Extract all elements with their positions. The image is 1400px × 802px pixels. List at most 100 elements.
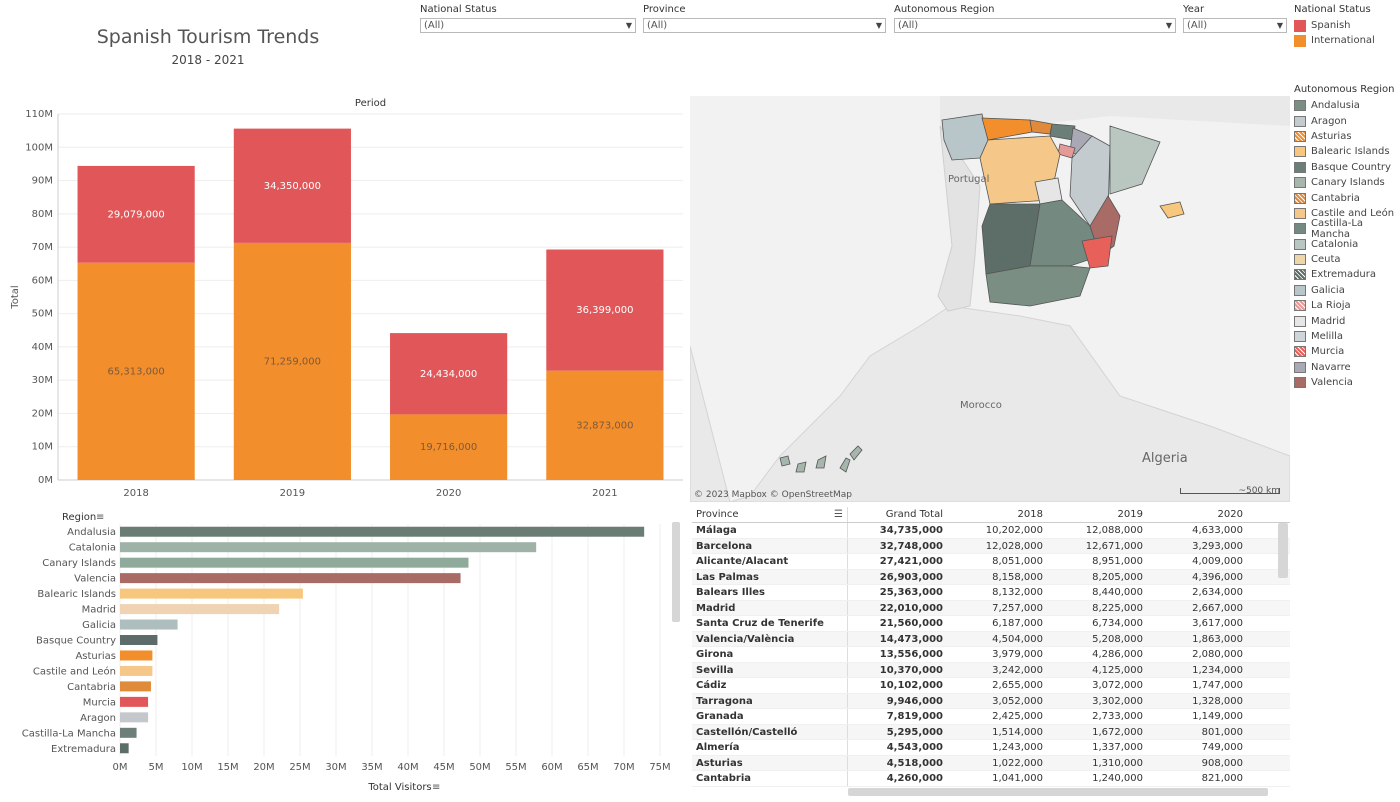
region-bar-valencia[interactable] <box>120 573 461 584</box>
legend-item-extremadura[interactable]: Extremadura <box>1294 267 1400 282</box>
legend-item-valencia[interactable]: Valencia <box>1294 375 1400 390</box>
x-tick-label: 75M <box>649 762 670 773</box>
table-row[interactable]: Málaga 34,735,000 10,202,000 12,088,000 4,63… <box>692 523 1290 539</box>
legend-item-international[interactable]: International <box>1294 33 1375 48</box>
table-row[interactable]: Barcelona 32,748,000 12,028,000 12,671,000 3… <box>692 538 1290 554</box>
region-bar-aragon[interactable] <box>120 712 149 723</box>
legend-swatch <box>1294 34 1306 47</box>
region-bar-castile-and-le-n[interactable] <box>120 665 153 676</box>
region-bar-basque-country[interactable] <box>120 635 158 645</box>
region-canary-islands[interactable] <box>849 445 863 461</box>
table-row[interactable]: Cádiz 10,102,000 2,655,000 3,072,000 1,747,0… <box>692 678 1290 694</box>
legend-item-ceuta[interactable]: Ceuta <box>1294 252 1400 267</box>
legend-item-asturias[interactable]: Asturias <box>1294 129 1400 144</box>
sort-icon[interactable]: ≡ <box>96 512 104 523</box>
national-status-dropdown[interactable]: (All) ▼ <box>420 18 636 33</box>
table-row[interactable]: Almería 4,543,000 1,243,000 1,337,000 749,00… <box>692 740 1290 756</box>
year-dropdown[interactable]: (All) ▼ <box>1183 18 1287 33</box>
region-bar-asturias[interactable] <box>120 650 153 661</box>
legend-item-melilla[interactable]: Melilla <box>1294 329 1400 344</box>
legend-item-castilla-la-mancha[interactable]: Castilla-La Mancha <box>1294 218 1400 240</box>
region-basque-country[interactable] <box>1049 123 1076 141</box>
value-cell: 4,633,000 <box>1192 525 1243 536</box>
region-chart-scrollbar[interactable] <box>672 522 680 622</box>
sort-icon[interactable]: ☰ <box>834 509 843 520</box>
column-header-province[interactable]: Province ☰ <box>692 507 847 522</box>
legend-label: Castile and León <box>1311 207 1395 219</box>
column-header-2020[interactable]: 2020 <box>1217 509 1243 520</box>
legend-item-madrid[interactable]: Madrid <box>1294 313 1400 328</box>
table-vertical-scrollbar[interactable] <box>1278 523 1288 578</box>
region-andalusia[interactable] <box>985 265 1091 307</box>
region-balearic-islands[interactable] <box>1159 201 1185 219</box>
table-row[interactable]: Tarragona 9,946,000 3,052,000 3,302,000 1,32… <box>692 693 1290 709</box>
legend-item-andalusia[interactable]: Andalusia <box>1294 98 1400 113</box>
region-bar-andalusia[interactable] <box>120 526 645 537</box>
region-bar-castilla-la-mancha[interactable] <box>120 727 137 738</box>
region-galicia[interactable] <box>941 113 989 161</box>
bar-segment-international-2021[interactable] <box>546 370 664 480</box>
region-bar-galicia[interactable] <box>120 619 178 630</box>
legend-item-balearic-islands[interactable]: Balearic Islands <box>1294 144 1400 159</box>
legend-item-basque-country[interactable]: Basque Country <box>1294 160 1400 175</box>
legend-item-murcia[interactable]: Murcia <box>1294 344 1400 359</box>
table-row[interactable]: Santa Cruz de Tenerife 21,560,000 6,187,00… <box>692 616 1290 632</box>
province-dropdown[interactable]: (All) ▼ <box>643 18 886 33</box>
region-madrid[interactable] <box>1034 177 1063 205</box>
legend-item-castile-and-le-n[interactable]: Castile and León <box>1294 206 1400 221</box>
value-cell: 3,293,000 <box>1192 540 1243 552</box>
table-row[interactable]: Castellón/Castelló 5,295,000 1,514,000 1,67… <box>692 724 1290 740</box>
bar-segment-spanish-2020[interactable] <box>390 333 508 415</box>
region-bar-canary-islands[interactable] <box>120 557 469 568</box>
legend-item-aragon[interactable]: Aragon <box>1294 113 1400 128</box>
table-row[interactable]: Girona 13,556,000 3,979,000 4,286,000 2,080,… <box>692 647 1290 663</box>
column-header-2018[interactable]: 2018 <box>1017 509 1043 520</box>
legend-item-navarre[interactable]: Navarre <box>1294 360 1400 375</box>
region-canary-islands[interactable] <box>815 455 827 469</box>
table-row[interactable]: Madrid 22,010,000 7,257,000 8,225,000 2,667,… <box>692 600 1290 616</box>
table-horizontal-scrollbar[interactable] <box>848 788 1268 796</box>
legend-item-la-rioja[interactable]: La Rioja <box>1294 298 1400 313</box>
region-bar-catalonia[interactable] <box>120 542 537 553</box>
table-body: Málaga 34,735,000 10,202,000 12,088,000 4,63… <box>692 523 1290 787</box>
bar-segment-spanish-2021[interactable] <box>546 249 664 371</box>
table-row[interactable]: Alicante/Alacant 27,421,000 8,051,000 8,951… <box>692 554 1290 570</box>
bar-segment-international-2019[interactable] <box>233 242 351 480</box>
legend-label: Asturias <box>1311 130 1352 142</box>
spain-map[interactable]: Portugal Morocco Algeria © 2023 Mapbox ©… <box>690 96 1290 502</box>
y-tick-label: 10M <box>32 442 53 453</box>
region-canary-islands[interactable] <box>779 455 791 467</box>
table-row[interactable]: Sevilla 10,370,000 3,242,000 4,125,000 1,234… <box>692 662 1290 678</box>
table-row[interactable]: Las Palmas 26,903,000 8,158,000 8,205,000 4,… <box>692 569 1290 585</box>
table-row[interactable]: Cantabria 4,260,000 1,041,000 1,240,000 821,… <box>692 771 1290 787</box>
autonomous-region-dropdown[interactable]: (All) ▼ <box>894 18 1176 33</box>
region-bar-balearic-islands[interactable] <box>120 588 303 599</box>
value-cell: 1,310,000 <box>1092 757 1143 769</box>
table-row[interactable]: Asturias 4,518,000 1,022,000 1,310,000 908,0… <box>692 755 1290 771</box>
legend-item-canary-islands[interactable]: Canary Islands <box>1294 175 1400 190</box>
bar-segment-international-2018[interactable] <box>77 262 195 480</box>
legend-item-galicia[interactable]: Galicia <box>1294 283 1400 298</box>
table-row[interactable]: Granada 7,819,000 2,425,000 2,733,000 1,149,… <box>692 709 1290 725</box>
region-murcia[interactable] <box>1081 235 1113 269</box>
region-canary-islands[interactable] <box>839 457 851 473</box>
region-asturias[interactable] <box>981 117 1033 141</box>
legend-item-catalonia[interactable]: Catalonia <box>1294 237 1400 252</box>
region-bar-cantabria[interactable] <box>120 681 151 692</box>
column-header-2019[interactable]: 2019 <box>1117 509 1143 520</box>
table-row[interactable]: Balears Illes 25,363,000 8,132,000 8,440,00… <box>692 585 1290 601</box>
bar-segment-spanish-2018[interactable] <box>77 165 195 263</box>
region-catalonia[interactable] <box>1109 125 1161 195</box>
column-header-grand-total[interactable]: Grand Total <box>847 507 947 522</box>
table-row[interactable]: Valencia/València 14,473,000 4,504,000 5,20… <box>692 631 1290 647</box>
region-canary-islands[interactable] <box>795 461 807 473</box>
sort-icon[interactable]: ≡ <box>432 782 440 793</box>
region-bar-madrid[interactable] <box>120 604 280 615</box>
region-bar-murcia[interactable] <box>120 696 149 707</box>
bar-segment-international-2020[interactable] <box>390 414 508 480</box>
region-bar-extremadura[interactable] <box>120 743 129 754</box>
filter-province: Province (All) ▼ <box>643 4 886 33</box>
legend-item-cantabria[interactable]: Cantabria <box>1294 190 1400 205</box>
legend-item-spanish[interactable]: Spanish <box>1294 18 1375 33</box>
bar-segment-spanish-2019[interactable] <box>233 128 351 243</box>
